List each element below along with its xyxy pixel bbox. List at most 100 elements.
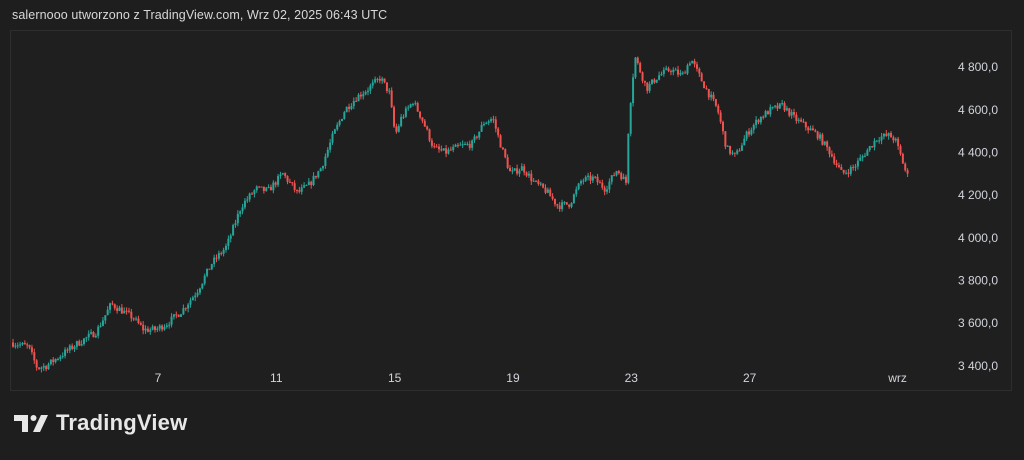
candle-up	[752, 124, 755, 130]
candle-up	[745, 131, 748, 139]
candle-up	[755, 119, 758, 125]
candle-up	[513, 168, 516, 171]
candle-down	[707, 88, 710, 98]
time-tick-label: 27	[743, 371, 757, 385]
candle-up	[655, 79, 658, 83]
candle-down	[601, 182, 604, 188]
candle-up	[350, 106, 353, 109]
candle-up	[168, 324, 171, 326]
candle-up	[856, 160, 859, 167]
price-axis[interactable]: 4 800,0 4 600,0 4 400,0 4 200,0 4 000,0 3 800…	[958, 60, 998, 373]
candle-down	[430, 140, 433, 146]
candle-up	[333, 129, 336, 134]
candle-down	[291, 182, 294, 184]
candle-down	[833, 156, 836, 164]
candle-up	[367, 90, 369, 92]
candle-up	[97, 326, 100, 336]
candle-up	[894, 138, 897, 141]
candle-up	[527, 173, 530, 176]
candle-up	[849, 167, 852, 174]
candle-down	[762, 116, 765, 118]
candle-down	[776, 105, 779, 109]
candle-up	[572, 194, 575, 203]
candle-down	[712, 94, 715, 100]
candle-up	[409, 104, 412, 108]
time-tick-label: 19	[506, 371, 520, 385]
candle-down	[830, 154, 833, 157]
candle-up	[823, 141, 826, 145]
candle-down	[393, 107, 396, 127]
candle-down	[802, 121, 805, 123]
candle-up	[480, 124, 483, 132]
candle-down	[890, 132, 893, 138]
candle-up	[407, 107, 410, 109]
candle-down	[553, 198, 556, 205]
candle-up	[740, 145, 743, 151]
candle-up	[236, 213, 239, 224]
candle-down	[748, 131, 751, 135]
candle-up	[61, 355, 64, 357]
candle-down	[468, 143, 471, 148]
candle-down	[215, 257, 218, 259]
candle-down	[835, 163, 838, 166]
candle-up	[880, 136, 883, 141]
candle-down	[52, 359, 55, 362]
candle-up	[459, 144, 462, 146]
candle-up	[300, 187, 303, 192]
candle-down	[269, 186, 272, 191]
candle-down	[378, 78, 381, 81]
candle-up	[217, 253, 220, 259]
candle-down	[795, 114, 798, 121]
candle-down	[783, 103, 786, 111]
candle-up	[172, 314, 175, 317]
time-tick-label: 23	[625, 371, 639, 385]
candle-down	[71, 345, 74, 349]
candle-down	[258, 186, 261, 188]
candle-up	[203, 275, 206, 284]
candle-down	[66, 349, 69, 351]
candle-up	[454, 144, 457, 147]
time-axis[interactable]: 7 11 15 19 23 27 wrz	[155, 371, 907, 385]
candle-down	[177, 314, 180, 317]
candle-down	[385, 82, 388, 91]
candle-up	[213, 257, 216, 265]
candle-up	[338, 121, 341, 125]
candle-up	[461, 144, 464, 146]
tradingview-brand[interactable]: TradingView	[14, 410, 187, 436]
candle-up	[232, 225, 235, 236]
candle-down	[568, 204, 571, 207]
candle-up	[336, 124, 339, 130]
candle-down	[288, 181, 291, 183]
candle-down	[549, 189, 552, 197]
candle-down	[28, 345, 31, 348]
candle-down	[220, 253, 223, 255]
candle-up	[400, 116, 403, 127]
tradingview-logo-icon	[14, 415, 48, 432]
candle-up	[584, 176, 587, 181]
candle-up	[674, 69, 677, 71]
candle-up	[371, 82, 374, 86]
chart-area[interactable]: 4 800,0 4 600,0 4 400,0 4 200,0 4 000,0 3 800…	[10, 30, 1012, 391]
candle-up	[99, 325, 102, 327]
candle-down	[636, 57, 639, 64]
candle-down	[208, 268, 211, 270]
candle-up	[511, 170, 514, 172]
chart-svg[interactable]: 4 800,0 4 600,0 4 400,0 4 200,0 4 000,0 3 800…	[11, 31, 1013, 392]
candle-up	[627, 133, 630, 183]
candle-up	[447, 149, 450, 154]
candle-down	[653, 79, 656, 83]
candle-down	[428, 129, 431, 141]
candle-up	[710, 94, 713, 98]
candle-up	[374, 79, 377, 83]
candle-up	[381, 78, 384, 81]
candle-up	[622, 176, 625, 180]
candle-down	[693, 60, 696, 65]
candle-up	[241, 207, 244, 212]
candle-up	[587, 175, 590, 177]
candle-up	[404, 108, 407, 117]
candle-up	[485, 122, 488, 125]
candle-up	[376, 78, 379, 80]
candle-up	[109, 303, 112, 310]
candle-up	[610, 175, 613, 182]
candle-down	[92, 332, 95, 338]
